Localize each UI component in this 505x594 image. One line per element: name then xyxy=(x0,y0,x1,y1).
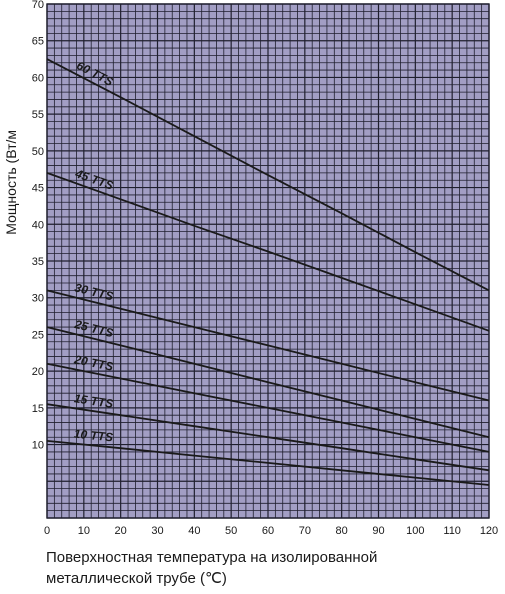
x-tick-label: 120 xyxy=(480,525,498,537)
y-tick-label: 15 xyxy=(32,403,44,415)
y-tick-label: 10 xyxy=(32,440,44,452)
y-tick-label: 20 xyxy=(32,366,44,378)
y-tick-label: 70 xyxy=(32,0,44,11)
y-tick-label: 50 xyxy=(32,146,44,158)
series-label: 15 TTS xyxy=(73,391,114,411)
x-tick-label: 0 xyxy=(44,525,50,537)
y-tick-label: 25 xyxy=(32,329,44,341)
x-axis-label-line2: металлической трубе (℃) xyxy=(46,570,227,587)
x-tick-label: 70 xyxy=(299,525,311,537)
y-tick-label: 40 xyxy=(32,219,44,231)
x-tick-label: 80 xyxy=(336,525,348,537)
x-tick-label: 90 xyxy=(372,525,384,537)
plot-frame xyxy=(46,3,490,519)
x-tick-label: 110 xyxy=(443,525,461,537)
x-tick-label: 40 xyxy=(188,525,200,537)
x-tick-label: 20 xyxy=(115,525,127,537)
series-line xyxy=(46,289,490,402)
x-axis-label-line1: Поверхностная температура на изолированн… xyxy=(46,549,378,566)
x-tick-label: 30 xyxy=(151,525,163,537)
series-line xyxy=(46,362,490,453)
series-line xyxy=(46,172,490,332)
x-tick-label: 50 xyxy=(225,525,237,537)
y-axis-label: Мощность (Вт/м xyxy=(3,130,19,235)
series-line xyxy=(46,403,490,472)
y-tick-label: 45 xyxy=(32,183,44,195)
series-line xyxy=(46,440,490,486)
y-tick-label: 65 xyxy=(32,36,44,48)
series-line xyxy=(46,326,490,439)
x-tick-label: 100 xyxy=(406,525,424,537)
y-tick-label: 55 xyxy=(32,109,44,121)
y-tick-label: 60 xyxy=(32,72,44,84)
x-axis-label: Поверхностная температура на изолированн… xyxy=(46,547,476,589)
series-line xyxy=(46,58,490,292)
x-tick-label: 60 xyxy=(262,525,274,537)
y-tick-label: 30 xyxy=(32,293,44,305)
y-tick-label: 35 xyxy=(32,256,44,268)
x-tick-label: 10 xyxy=(78,525,90,537)
series-label: 10 TTS xyxy=(73,427,114,445)
